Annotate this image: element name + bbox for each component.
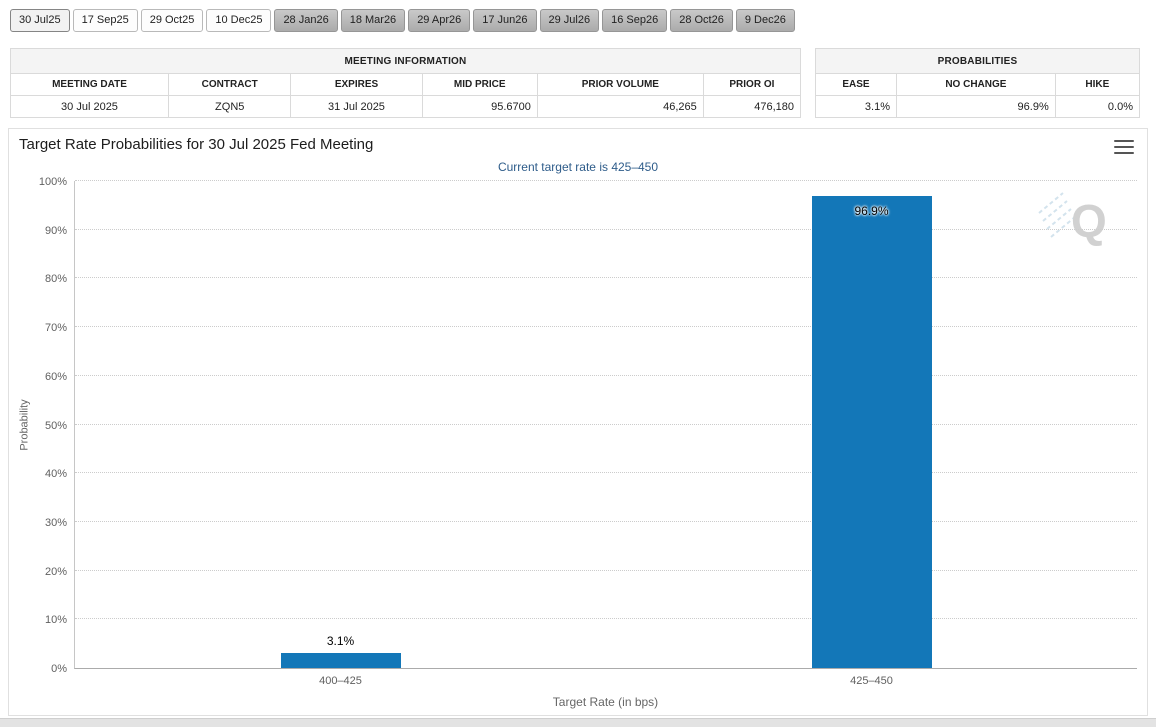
probabilities-data-row: 3.1% 96.9% 0.0% xyxy=(815,95,1141,118)
probability-header-1: NO CHANGE xyxy=(896,73,1056,96)
meeting-tab-16-sep26[interactable]: 16 Sep26 xyxy=(602,9,668,32)
y-tick-label-10: 10% xyxy=(44,614,67,627)
gridline-20 xyxy=(75,569,1137,571)
footer-bar xyxy=(0,718,1156,727)
meeting-tab-17-jun26[interactable]: 17 Jun26 xyxy=(473,9,537,32)
x-category-label-425–450: 425–450 xyxy=(850,675,893,687)
gridline-70 xyxy=(75,326,1137,328)
x-axis-title: Target Rate (in bps) xyxy=(552,695,659,709)
hamburger-line xyxy=(1114,146,1134,148)
y-tick-label-100: 100% xyxy=(38,176,67,188)
probability-value-1: 96.9% xyxy=(896,95,1056,118)
meeting-tab-29-jul26[interactable]: 29 Jul26 xyxy=(539,9,600,32)
bar-data-label-425–450: 96.9% xyxy=(854,204,889,219)
y-tick-label-60: 60% xyxy=(44,370,67,383)
meeting-header-2: EXPIRES xyxy=(290,73,423,96)
y-tick-label-40: 40% xyxy=(44,468,67,481)
probabilities-table: PROBABILITIES EASE NO CHANGE HIKE 3.1% 96.9… xyxy=(815,48,1141,118)
y-tick-label-50: 50% xyxy=(44,419,67,432)
gridline-10 xyxy=(75,618,1137,620)
meeting-header-5: PRIOR OI xyxy=(702,73,802,96)
info-tables: MEETING INFORMATION MEETING DATE CONTRACT… xyxy=(10,48,1141,118)
meeting-tab-28-oct26[interactable]: 28 Oct26 xyxy=(670,9,733,32)
quikstrike-watermark-icon: Q xyxy=(1038,192,1107,247)
y-tick-label-90: 90% xyxy=(44,224,67,237)
meeting-tab-10-dec25[interactable]: 10 Dec25 xyxy=(206,9,272,32)
chart-menu-button hamburger-icon[interactable] xyxy=(1113,138,1135,156)
meeting-header-3: MID PRICE xyxy=(421,73,538,96)
y-tick-label-0: 0% xyxy=(51,663,67,675)
gridline-50 xyxy=(75,423,1137,425)
gridline-90 xyxy=(75,228,1137,230)
probability-bar-400–425[interactable] xyxy=(280,652,401,668)
gridline-40 xyxy=(75,472,1137,474)
meeting-value-0: 30 Jul 2025 xyxy=(10,95,169,118)
meeting-information-table: MEETING INFORMATION MEETING DATE CONTRACT… xyxy=(10,48,802,118)
meeting-tab-30-jul25[interactable]: 30 Jul25 xyxy=(10,9,70,32)
target-rate-probability-chart: Target Rate Probabilities for 30 Jul 202… xyxy=(8,128,1148,716)
hamburger-line xyxy=(1114,140,1134,142)
probability-header-2: HIKE xyxy=(1054,73,1141,96)
meeting-value-2: 31 Jul 2025 xyxy=(290,95,423,118)
meeting-tab-28-jan26[interactable]: 28 Jan26 xyxy=(274,9,338,32)
meeting-date-tabs: 30 Jul25 17 Sep25 29 Oct25 10 Dec25 28 Jan26… xyxy=(10,9,795,32)
meeting-tab-18-mar26[interactable]: 18 Mar26 xyxy=(340,9,406,32)
gridline-100 xyxy=(75,180,1137,181)
meeting-header-1: CONTRACT xyxy=(167,73,292,96)
meeting-tab-29-oct25[interactable]: 29 Oct25 xyxy=(140,9,204,32)
gridline-80 xyxy=(75,277,1137,279)
y-tick-label-30: 30% xyxy=(44,516,67,529)
probability-bar-425–450[interactable] xyxy=(811,196,932,668)
meeting-value-4: 46,265 xyxy=(536,95,704,118)
y-tick-label-70: 70% xyxy=(44,322,67,335)
y-tick-label-80: 80% xyxy=(44,273,67,286)
meeting-information-title: MEETING INFORMATION xyxy=(10,48,801,74)
meeting-header-4: PRIOR VOLUME xyxy=(536,73,704,96)
x-category-label-400–425: 400–425 xyxy=(319,675,362,687)
hamburger-line xyxy=(1114,152,1134,154)
meeting-table-header-row: MEETING DATE CONTRACT EXPIRES MID PRICE PRIO… xyxy=(10,73,802,96)
meeting-tab-9-dec26[interactable]: 9 Dec26 xyxy=(735,9,795,32)
svg-text:Q: Q xyxy=(1071,195,1107,247)
probabilities-header-row: EASE NO CHANGE HIKE xyxy=(815,73,1141,96)
meeting-table-data-row: 30 Jul 2025 ZQN5 31 Jul 2025 95.6700 46,265 4… xyxy=(10,95,802,118)
meeting-value-3: 95.6700 xyxy=(421,95,538,118)
y-tick-label-20: 20% xyxy=(44,565,67,578)
probability-value-0: 3.1% xyxy=(815,95,897,118)
meeting-tab-29-apr26[interactable]: 29 Apr26 xyxy=(408,9,471,32)
meeting-header-0: MEETING DATE xyxy=(10,73,169,96)
probabilities-title: PROBABILITIES xyxy=(815,48,1140,74)
probability-value-2: 0.0% xyxy=(1054,95,1141,118)
meeting-value-1: ZQN5 xyxy=(167,95,292,118)
gridline-60 xyxy=(75,374,1137,376)
bar-data-label-400–425: 3.1% xyxy=(326,633,355,648)
gridline-30 xyxy=(75,520,1137,522)
meeting-value-5: 476,180 xyxy=(702,95,802,118)
chart-title: Target Rate Probabilities for 30 Jul 202… xyxy=(19,136,374,153)
chart-subtitle: Current target rate is 425–450 xyxy=(497,160,659,174)
probability-header-0: EASE xyxy=(815,73,897,96)
plot-area: Q 0% 10% 20% 30% 40% 50% 60% 70% 80% 90% 100% 3.1% 4… xyxy=(39,176,1137,687)
meeting-tab-17-sep25[interactable]: 17 Sep25 xyxy=(72,9,138,32)
